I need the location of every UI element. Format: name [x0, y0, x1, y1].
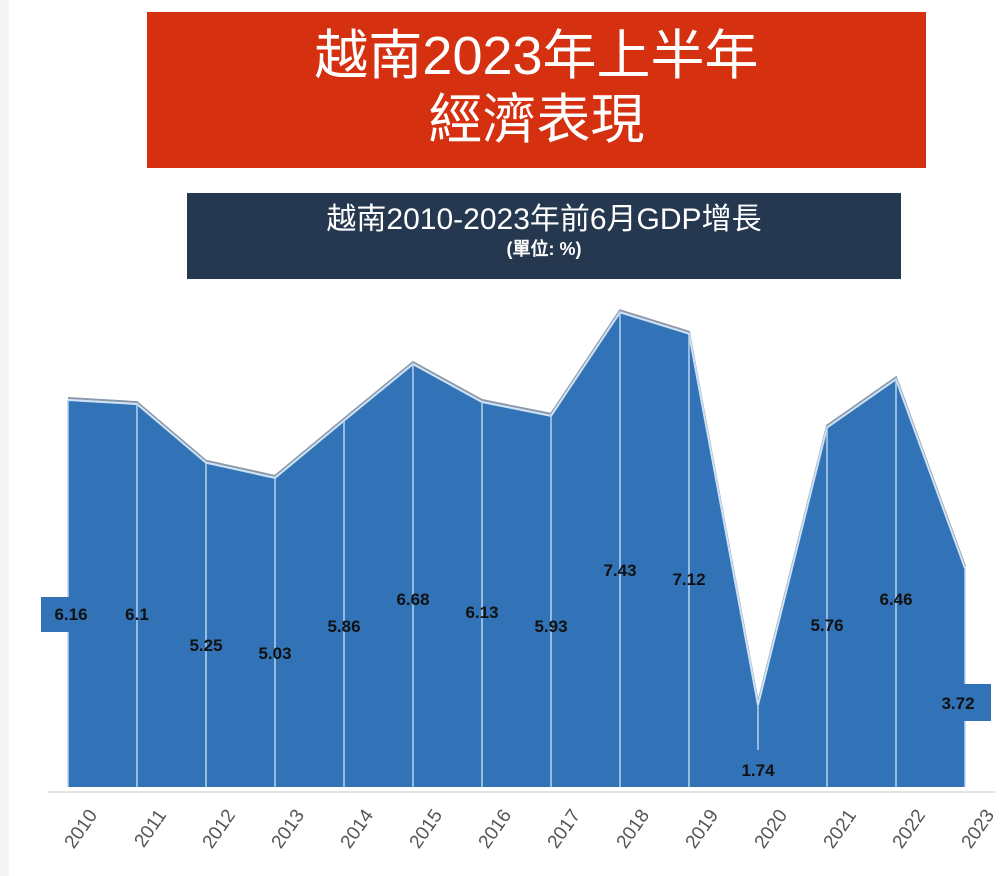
x-tick-label: 2014: [337, 805, 379, 852]
x-tick-label: 2020: [751, 806, 792, 853]
x-tick-label: 2010: [61, 806, 102, 853]
data-label: 6.46: [879, 590, 912, 609]
data-label: 5.86: [327, 617, 360, 636]
data-label: 3.72: [941, 694, 974, 713]
data-label: 5.03: [258, 644, 291, 663]
label-box: [41, 597, 101, 632]
label-box: [928, 684, 991, 721]
area-fill: [68, 312, 965, 787]
chart-title: 越南2010-2023年前6月GDP增長: [326, 203, 762, 236]
data-label: 5.25: [189, 636, 222, 655]
title-line-2: 經濟表現: [428, 90, 645, 150]
x-tick-label: 2019: [682, 806, 723, 853]
data-label: 1.74: [741, 761, 775, 780]
x-tick-label: 2012: [199, 806, 240, 853]
x-tick-label: 2021: [820, 806, 861, 853]
data-label: 6.1: [125, 605, 149, 624]
chart-unit: (單位: %): [506, 239, 582, 259]
x-tick-label: 2016: [475, 806, 516, 853]
chart-title-box: 越南2010-2023年前6月GDP增長 (單位: %): [187, 193, 901, 279]
data-label: 5.76: [810, 616, 843, 635]
data-label: 7.12: [672, 570, 705, 589]
data-label: 5.93: [534, 617, 567, 636]
data-label: 6.16: [54, 605, 87, 624]
x-tick-label: 2018: [613, 806, 654, 853]
main-title: 越南2023年上半年 經濟表現: [147, 12, 926, 168]
x-tick-label: 2011: [130, 806, 171, 852]
x-tick-label: 2023: [958, 806, 999, 853]
title-line-1: 越南2023年上半年: [314, 26, 759, 86]
x-tick-label: 2015: [406, 806, 447, 853]
data-label: 6.68: [396, 590, 429, 609]
x-tick-label: 2017: [544, 806, 585, 853]
data-label: 6.13: [465, 603, 498, 622]
left-margin: [0, 0, 9, 876]
data-label: 7.43: [603, 561, 636, 580]
x-tick-label: 2022: [889, 806, 930, 853]
x-tick-label: 2013: [268, 806, 309, 853]
area-highlight: [67, 311, 966, 706]
